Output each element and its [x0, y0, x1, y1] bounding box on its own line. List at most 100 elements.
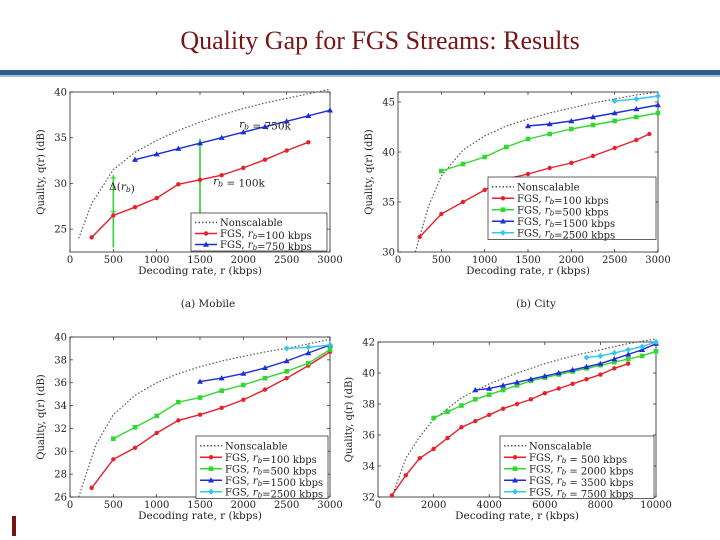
data-point — [460, 199, 466, 205]
legend-marker — [203, 231, 209, 236]
series-3 — [472, 340, 659, 393]
series-0 — [78, 338, 331, 498]
data-point — [431, 446, 436, 452]
legend-label: FGS, rb = 7500 kbps — [529, 487, 634, 500]
y-tick-label: 40 — [382, 148, 395, 159]
data-point — [570, 381, 575, 387]
data-point — [527, 376, 534, 382]
y-tick-label: 40 — [54, 333, 67, 344]
data-point — [653, 349, 659, 354]
x-tick-label: 0 — [67, 255, 73, 266]
data-point — [473, 418, 478, 424]
y-tick-label: 35 — [54, 133, 67, 144]
data-point — [473, 397, 478, 402]
series-line — [475, 342, 657, 391]
data-point — [439, 211, 444, 217]
data-point — [262, 375, 268, 381]
legend-label: FGS, rb=2500 kbps — [225, 487, 323, 500]
data-point — [525, 136, 531, 142]
data-point — [284, 148, 289, 153]
data-point — [241, 397, 246, 403]
series-line — [391, 363, 629, 496]
series-line — [78, 88, 331, 239]
data-point — [284, 368, 289, 374]
data-point — [176, 182, 181, 187]
slide-title: Quality Gap for FGS Streams: Results — [180, 26, 580, 55]
data-point — [612, 118, 617, 124]
annotation-label: rb = 750k — [239, 119, 291, 133]
data-point — [655, 93, 661, 99]
legend-label: Nonscalable — [225, 441, 288, 452]
x-tick-label: 500 — [432, 255, 451, 266]
legend-marker — [208, 466, 214, 472]
data-point — [634, 137, 639, 143]
title-rule — [0, 70, 720, 75]
data-point — [132, 205, 138, 210]
data-point — [655, 102, 661, 108]
x-tick-label: 3000 — [645, 255, 670, 266]
data-point — [633, 96, 640, 102]
data-point — [176, 418, 181, 423]
data-point — [154, 413, 159, 419]
y-tick-label: 45 — [382, 98, 395, 109]
x-tick-label: 2500 — [274, 500, 299, 511]
y-tick-label: 30 — [382, 248, 395, 259]
data-point — [306, 140, 311, 145]
data-point — [403, 473, 408, 478]
data-point — [176, 399, 181, 405]
legend-marker — [208, 455, 214, 460]
legend-label: FGS, rb = 3500 kbps — [529, 476, 634, 489]
data-point — [459, 403, 464, 408]
data-point — [612, 366, 617, 371]
y-tick-label: 34 — [362, 462, 375, 473]
data-point — [305, 344, 312, 351]
annotation-label: Δ(rb) — [109, 181, 135, 195]
data-point — [625, 346, 632, 353]
data-point — [568, 118, 575, 124]
data-point — [219, 388, 224, 394]
data-point — [525, 171, 531, 177]
x-tick-label: 2000 — [421, 500, 446, 511]
data-point — [647, 131, 652, 137]
series-line — [134, 109, 331, 161]
chart-mobile: 0 500 1000 1500 2000 2500 3000 25 30 35 40 Decoding… — [36, 88, 343, 311]
y-tick-label: 40 — [54, 88, 67, 99]
data-point — [653, 339, 659, 345]
legend-marker — [512, 455, 518, 460]
title-rule-accent — [0, 75, 720, 77]
y-tick-label: 36 — [54, 378, 67, 389]
y-tick-label: 42 — [362, 338, 375, 349]
data-point — [262, 364, 268, 371]
series-line — [391, 338, 657, 498]
legend-marker — [500, 218, 506, 224]
data-point — [240, 370, 247, 376]
y-tick-label: 34 — [54, 401, 67, 412]
legend-label: Nonscalable — [517, 182, 580, 193]
data-point — [241, 165, 246, 171]
data-point — [111, 457, 116, 462]
data-point — [132, 424, 138, 430]
y-tick-label: 40 — [362, 369, 375, 380]
y-axis-label: Quality, q(r) (dB) — [344, 377, 355, 463]
x-tick-label: 10000 — [640, 500, 672, 511]
data-point — [197, 140, 203, 146]
legend-label: Nonscalable — [529, 441, 592, 452]
legend-label: FGS, rb=1500 kbps — [225, 476, 323, 489]
data-point — [555, 370, 562, 376]
y-tick-label: 32 — [362, 493, 375, 504]
x-axis-label: Decoding rate, r (kbps) — [466, 265, 590, 277]
x-tick-label: 4000 — [476, 500, 501, 511]
x-tick-label: 500 — [104, 500, 123, 511]
y-tick-label: 30 — [54, 179, 67, 190]
data-point — [445, 409, 450, 415]
legend-marker — [208, 477, 214, 483]
data-point — [305, 112, 312, 118]
chart-caption: (a) Mobile — [181, 298, 236, 310]
data-point — [547, 165, 552, 171]
data-point — [542, 390, 547, 396]
data-point — [611, 98, 618, 104]
data-point — [525, 123, 531, 129]
